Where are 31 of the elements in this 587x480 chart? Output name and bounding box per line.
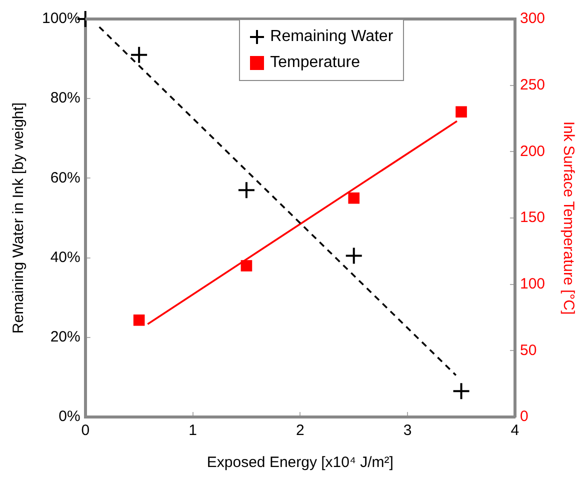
legend-label: Remaining Water xyxy=(270,28,394,46)
x-tick-label: 4 xyxy=(510,422,520,440)
legend-label: Temperature xyxy=(270,54,360,72)
point xyxy=(240,260,252,272)
y-tick-label: 40% xyxy=(50,248,80,266)
y-tick-label: 0% xyxy=(58,408,80,426)
y2-tick-label: 300 xyxy=(520,10,546,28)
point xyxy=(344,246,363,265)
point xyxy=(133,314,145,326)
y-tick-label: 100% xyxy=(42,10,80,28)
y2-axis-title: Ink Surface Temperature [°C] xyxy=(560,121,577,315)
point xyxy=(348,192,360,204)
y2-tick-label: 150 xyxy=(520,209,546,226)
y-tick-label: 60% xyxy=(50,169,80,186)
point xyxy=(237,181,256,200)
x-tick-label: 3 xyxy=(403,422,412,440)
y-tick-label: 20% xyxy=(50,328,80,346)
y2-tick-label: 0 xyxy=(520,408,528,426)
point xyxy=(452,382,470,400)
x-tick-label: 1 xyxy=(188,422,197,440)
y2-tick-label: 200 xyxy=(520,142,546,160)
x-tick-label: 0 xyxy=(81,422,90,440)
x-tick-label: 2 xyxy=(296,422,304,440)
y2-tick-label: 50 xyxy=(520,342,537,359)
point xyxy=(456,106,467,118)
x-axis-title: Exposed Energy [x10⁴ J/m²] xyxy=(206,454,394,472)
y2-tick-label: 250 xyxy=(520,76,546,94)
y-axis-title: Remaining Water in Ink [by weight] xyxy=(10,102,28,334)
point xyxy=(130,46,148,64)
y2-tick-label: 100 xyxy=(520,275,546,292)
y-tick-label: 80% xyxy=(50,90,80,107)
